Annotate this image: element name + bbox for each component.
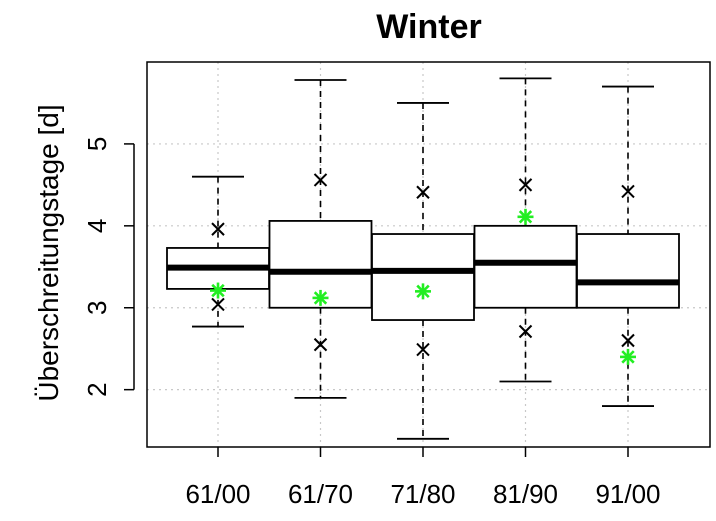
- x-marker: [621, 333, 635, 348]
- x-marker-stroke: [313, 337, 328, 352]
- y-axis: 2 3 4 5: [82, 137, 135, 397]
- star-marker: [210, 282, 226, 299]
- x-marker: [621, 184, 635, 199]
- x-marker-stroke: [621, 184, 635, 199]
- x-marker: [211, 297, 225, 312]
- marker-series: [210, 173, 636, 365]
- y-tick-label: 3: [82, 301, 112, 315]
- x-marker-stroke: [211, 297, 225, 312]
- x-tick-label: 61/00: [185, 479, 250, 509]
- x-marker: [313, 173, 328, 187]
- star-stroke: [621, 350, 635, 364]
- y-tick-label: 5: [82, 137, 112, 151]
- x-marker-stroke: [211, 222, 225, 236]
- star-stroke: [518, 210, 533, 224]
- x-marker: [518, 324, 533, 339]
- x-marker-stroke: [313, 173, 328, 187]
- x-axis: 61/00 61/70 71/80 81/90 91/00: [185, 447, 661, 509]
- y-axis-label: Überschreitungstage [d]: [33, 104, 64, 401]
- star-marker: [620, 348, 636, 365]
- box-iqr: [576, 233, 680, 309]
- x-tick-label: 61/70: [288, 479, 353, 509]
- x-marker-stroke: [518, 324, 533, 339]
- plot-frame: [146, 61, 711, 448]
- x-marker-stroke: [416, 185, 430, 199]
- y-tick-label: 4: [82, 219, 112, 233]
- box-81-90: [473, 77, 578, 383]
- x-marker: [211, 222, 225, 236]
- box-71-80: [371, 102, 475, 440]
- star-stroke: [416, 284, 430, 299]
- x-marker: [518, 178, 533, 192]
- x-marker-stroke: [518, 178, 533, 192]
- x-marker: [313, 337, 328, 352]
- star-marker: [312, 289, 329, 306]
- star-stroke: [313, 291, 328, 305]
- box-iqr: [473, 224, 578, 309]
- x-marker: [416, 185, 430, 199]
- y-tick-label: 2: [82, 382, 112, 396]
- box-iqr: [371, 233, 475, 321]
- box-91-00: [576, 85, 680, 407]
- star-marker: [517, 208, 534, 225]
- x-tick-label: 91/00: [595, 479, 660, 509]
- x-marker-stroke: [416, 342, 430, 357]
- box-series: [166, 77, 680, 440]
- x-marker: [416, 342, 430, 357]
- chart-title: Winter: [376, 8, 481, 46]
- x-marker-stroke: [621, 333, 635, 348]
- x-tick-label: 71/80: [390, 479, 455, 509]
- x-tick-label: 81/90: [493, 479, 558, 509]
- star-marker: [415, 283, 431, 300]
- star-stroke: [211, 283, 225, 298]
